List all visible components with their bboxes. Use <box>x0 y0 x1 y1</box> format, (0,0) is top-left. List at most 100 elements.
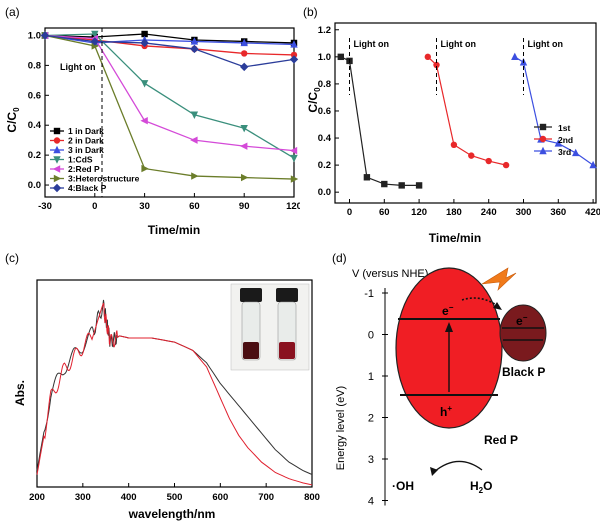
scale-title: V (versus NHE) <box>352 268 428 280</box>
legend-marker-b <box>539 123 547 131</box>
x-tick-label-b: 60 <box>379 207 390 218</box>
data-point-a-5 <box>241 173 249 182</box>
chart-c: (c) Abs. wavelength/nm 200 300 400 500 600 70… <box>5 251 320 521</box>
y-axis-label-b: C/C0 <box>306 87 322 113</box>
data-point-b-1 <box>502 161 510 169</box>
y-axis-label-c: Abs. <box>13 380 27 406</box>
legend-marker-a <box>53 156 61 164</box>
data-point-a-6 <box>289 55 299 64</box>
legend-label-b: 3rd <box>558 147 571 157</box>
red-p-label: Red P <box>484 433 518 447</box>
data-point-b-0 <box>363 174 371 181</box>
legend-marker-a <box>53 127 61 135</box>
x-tick-label-c: 200 <box>29 492 45 503</box>
data-point-a-2 <box>190 37 199 45</box>
vials-photo <box>230 283 310 371</box>
legend-label-a: 3 in Dark <box>68 145 104 155</box>
data-point-b-0 <box>398 182 405 189</box>
data-point-b-2 <box>511 52 519 61</box>
series-line-b-1 <box>427 56 507 166</box>
legend-marker-a <box>52 183 62 193</box>
plot-frame-a <box>44 27 295 198</box>
energy-tick-label: 4 <box>368 496 374 508</box>
data-point-a-4 <box>240 142 248 150</box>
data-point-a-6 <box>190 44 199 54</box>
series-line-a-6 <box>44 34 295 68</box>
excitation-arrowhead <box>445 322 453 332</box>
data-point-a-4 <box>140 117 148 125</box>
legend-label-a: 4:Black P <box>68 183 107 193</box>
data-point-a-1 <box>241 50 248 57</box>
plot-frame-b <box>334 22 597 204</box>
energy-diagram-d: (d) V (versus NHE) Energy level (eV) -1 0… <box>332 251 547 508</box>
x-tick-label-b: 180 <box>446 207 462 218</box>
y-tick-label-b: 1.2 <box>318 25 331 36</box>
data-point-a-4 <box>190 136 198 144</box>
x-tick-label-a: 60 <box>189 201 200 212</box>
data-point-b-1 <box>468 152 475 159</box>
x-tick-label-a: 120 <box>286 201 300 212</box>
data-point-a-6 <box>140 38 149 48</box>
x-tick-label-b: 120 <box>411 207 427 218</box>
oxidation-arrow <box>433 460 483 473</box>
x-tick-label-b: 420 <box>585 207 600 218</box>
panel-label-d: (d) <box>332 251 347 265</box>
panel-label-c: (c) <box>5 251 19 265</box>
panel-label-a: (a) <box>5 5 20 19</box>
series-line-a-0 <box>44 33 295 44</box>
data-point-b-0 <box>381 180 388 188</box>
legend-label-a: 3:Heterostructure <box>68 174 140 184</box>
y-axis-label-d: Energy level (eV) <box>335 386 347 470</box>
y-tick-label-a: 0.8 <box>28 60 41 71</box>
energy-tick-label: 1 <box>368 371 374 383</box>
energy-tick-label: 2 <box>368 413 374 425</box>
data-point-a-3 <box>290 154 298 163</box>
x-tick-label-c: 300 <box>75 492 91 503</box>
x-tick-label-a: -30 <box>38 201 52 212</box>
legend-marker-a <box>52 165 61 173</box>
x-tick-label-c: 700 <box>258 492 274 503</box>
legend-marker-a <box>53 137 61 144</box>
black-p-particle <box>499 304 547 362</box>
y-axis-label-a: C/C0 <box>5 107 21 133</box>
electron-black: e− <box>516 313 528 328</box>
data-point-b-0 <box>337 53 344 61</box>
electron-red: e− <box>442 303 454 318</box>
x-tick-label-c: 500 <box>167 492 183 503</box>
series-line-a-1 <box>44 34 295 56</box>
water-label: H2O <box>470 479 492 495</box>
data-point-a-6 <box>40 31 50 40</box>
series-line-a-3 <box>44 33 295 159</box>
data-point-b-2 <box>589 160 597 169</box>
x-tick-label-b: 360 <box>550 207 566 218</box>
y-tick-label-a: 0.0 <box>28 180 41 191</box>
series-line-b-0 <box>340 56 420 187</box>
legend-marker-a <box>53 145 61 154</box>
hole-label: h+ <box>440 404 452 419</box>
panel-label-b: (b) <box>303 5 318 19</box>
data-point-a-3 <box>140 80 149 88</box>
x-axis-label-c: wavelength/nm <box>128 507 216 521</box>
data-point-a-6 <box>90 37 99 46</box>
y-tick-label-b: 0.4 <box>318 133 332 144</box>
x-axis-label-a: Time/min <box>148 223 200 237</box>
oh-label: ·OH <box>392 479 414 493</box>
y-tick-label-a: 0.6 <box>28 90 41 101</box>
legend-label-b: 2nd <box>558 135 573 145</box>
spectrum-line-1 <box>36 302 313 486</box>
data-point-b-2 <box>554 139 562 147</box>
data-point-b-1 <box>450 141 458 149</box>
lightning-icon <box>481 267 517 291</box>
y-tick-label-a: 0.2 <box>28 150 41 161</box>
x-tick-label-a: 0 <box>92 201 97 212</box>
y-tick-label-a: 0.4 <box>28 120 42 131</box>
data-point-a-3 <box>240 125 248 133</box>
data-point-b-1 <box>485 157 492 165</box>
x-tick-label-c: 800 <box>304 492 320 503</box>
x-tick-label-b: 0 <box>347 207 352 218</box>
legend-label-a: 2:Red P <box>68 164 100 174</box>
series-line-a-5 <box>44 34 295 180</box>
y-tick-label-b: 1.0 <box>318 52 331 63</box>
x-axis-label-b: Time/min <box>429 231 481 245</box>
